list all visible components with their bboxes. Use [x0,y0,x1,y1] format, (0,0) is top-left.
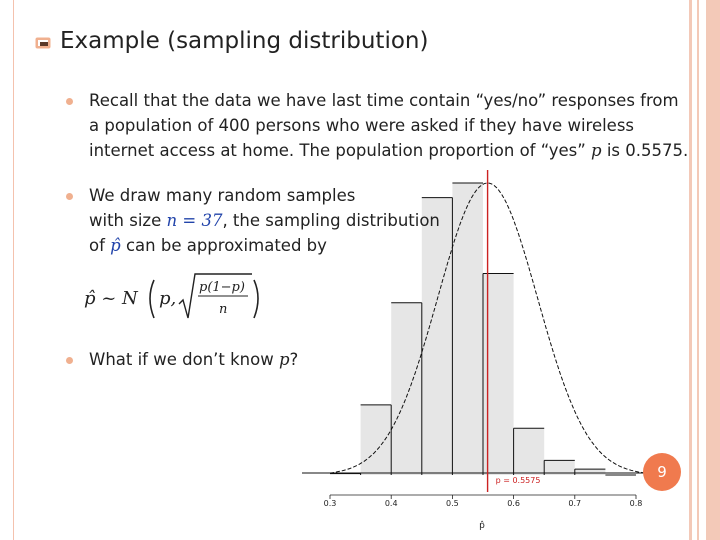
bullet-3-text: What if we don’t know p? [89,350,299,369]
histogram-bar-1 [330,473,361,475]
left-border-line [13,0,14,540]
bullet-2-line-1: We draw many random samples [89,186,356,205]
histogram-bar-2 [360,404,392,475]
slide-number-badge: 9 [643,453,681,491]
svg-text:n: n [219,302,227,317]
histogram-bar-4 [421,197,453,475]
x-tick-label-0.3: 0.3 [324,499,337,508]
x-axis-label: p̂ [479,520,485,531]
histogram-bar-5 [452,183,483,475]
folder-icon [35,37,51,49]
right-border-stripe-2 [697,0,699,540]
histogram-bar-3 [391,302,422,475]
true-proportion-label: p = 0.5575 [496,476,541,485]
x-tick-label-0.5: 0.5 [446,499,459,508]
x-tick-label-0.6: 0.6 [507,499,520,508]
bullet-2-text: We draw many random samples with size n … [89,183,440,258]
histogram-bar-8 [544,460,575,475]
right-border-stripe-1 [689,0,692,540]
bullet-1-line-2: a population of 400 persons who were ask… [89,116,635,135]
svg-text:p̂ ~ N: p̂ ~ N [84,288,139,309]
bullet-marker-1 [66,98,73,105]
svg-text:p,: p, [159,288,176,309]
bullet-marker-3 [66,357,73,364]
x-tick-label-0.4: 0.4 [385,499,398,508]
histogram-bin-lines [330,182,636,476]
sample-size-equation: n = 37 [166,211,223,230]
histogram-bar-7 [513,428,545,475]
bullet-marker-2 [66,193,73,200]
bullet-1-line-3: internet access at home. The population … [89,141,689,160]
bullet-1-text: Recall that the data we have last time c… [89,88,688,163]
normal-density-curve [329,182,646,474]
svg-text:p(1−p): p(1−p) [199,280,245,295]
normal-approximation-formula: p̂ ~ N p, p(1−p) n [84,273,259,319]
right-border-stripe-3 [706,0,720,540]
x-tick-label-0.8: 0.8 [630,499,643,508]
x-tick-label-0.7: 0.7 [568,499,581,508]
slide-title: Example (sampling distribution) [60,28,429,54]
bullet-1-line-1: Recall that the data we have last time c… [89,91,679,110]
bullet-2-line-2: with size n = 37, the sampling distribut… [89,211,440,230]
histogram-bar-9 [574,469,606,475]
bullet-2-line-3: of p̂ can be approximated by [89,236,327,255]
